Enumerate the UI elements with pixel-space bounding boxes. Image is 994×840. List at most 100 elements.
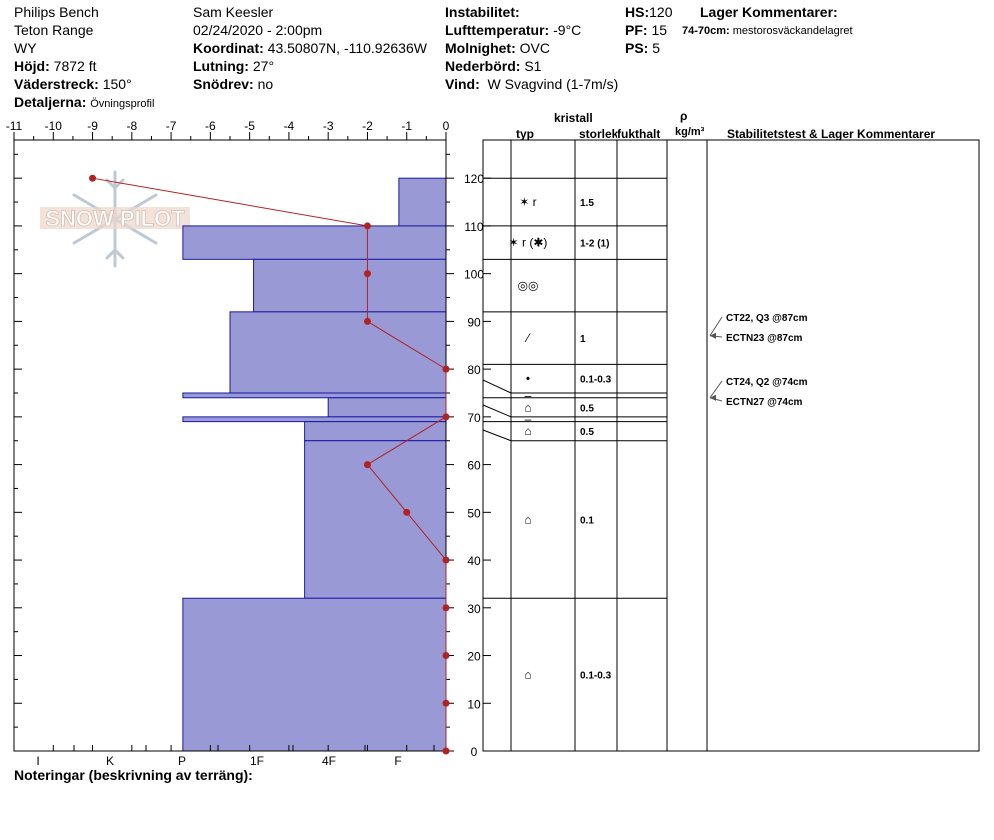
snowpilot-logo: SNOW PILOT [40,170,190,268]
layer-connector [482,429,512,442]
logo-text: SNOW PILOT [45,206,185,231]
layer-type: – [525,388,532,402]
coord-label: Koordinat: [193,40,264,56]
header-stability: Stabilitetstest & Lager Kommentarer [727,127,936,141]
layer-size: 0.1 [580,515,594,526]
elevation: Höjd: 7872 ft [14,58,96,74]
header-moisture: fukthalt [617,127,661,141]
table-frame [482,139,980,752]
range-name: Teton Range [14,22,94,38]
pf-label: PF: [625,22,648,38]
temp-point [363,270,371,278]
coord-value: 43.50807N, -110.92636W [267,40,427,56]
temperature-profile [89,174,450,755]
layer-type: – [525,412,532,426]
stability-arrow [709,316,723,336]
airtemp-label: Lufttemperatur: [445,22,550,38]
layer-size: 0.1-0.3 [580,375,612,386]
layer-type: ⌂ [524,424,531,438]
temp-point [89,174,97,182]
stability-arrow [709,380,723,399]
hardness-layer [182,225,447,260]
temp-tick-label: -5 [244,119,255,133]
instability-label: Instabilitet: [445,4,520,20]
wind: Vind: W Svagvind (1-7m/s) [445,76,618,92]
slope: Lutning: 27° [193,58,274,74]
observer: Sam Keesler [193,4,274,20]
drift-value: no [257,76,274,92]
elevation-value: 7872 ft [53,58,97,74]
aspect-value: 150° [102,76,132,92]
layer-comments-label: Lager Kommentarer: [700,4,838,20]
height-tick-label: 40 [467,554,481,568]
layer-size: 0.5 [580,427,594,438]
aspect-label: Väderstreck: [14,76,99,92]
arrow-head-icon [710,394,716,401]
precip-label: Nederbörd: [445,58,521,74]
layer-type: ◎◎ [518,279,539,293]
layer-type: ⌂ [524,668,531,682]
notes-label: Noteringar (beskrivning av terräng): [14,767,253,783]
temp-point [442,556,450,564]
slope-label: Lutning: [193,58,249,74]
layer-size: 1-2 (1) [580,239,609,250]
height-tick-label: 30 [467,602,481,616]
stability-test-label: CT24, Q2 @74cm [726,377,808,388]
air-temp: Lufttemperatur: -9°C [445,22,581,38]
layer-connector [482,379,512,394]
pf-value: 15 [651,22,668,38]
temp-point [403,508,411,516]
temp-point [442,652,450,660]
ps-label: PS: [625,40,649,56]
chart-axes: -11 -10 -9 -8 -7 -6 -5 -4 -3 -2 -1 0010203040506070… [6,119,485,768]
temp-tick-label: -1 [401,119,412,133]
temp-point [363,222,371,230]
temp-tick-label: -4 [284,119,295,133]
layer-comment: 74-70cm: mestorosväckandelagret [682,23,853,39]
hardness-layer [327,397,447,418]
temp-point [442,747,450,755]
ps: PS: 5 [625,40,660,56]
height-tick-label: 120 [464,172,484,186]
instability: Instabilitet: [445,4,520,20]
hardness-layer [182,392,447,399]
airtemp-value: -9°C [553,22,582,38]
hs: HS:120 [625,4,672,20]
header-crystal: kristall [554,111,593,125]
precip: Nederbörd: S1 [445,58,541,74]
temp-tick-label: -2 [362,119,373,133]
details-label: Detaljerna: [14,94,87,110]
coordinates: Koordinat: 43.50807N, -110.92636W [193,40,427,56]
height-tick-label: 20 [467,650,481,664]
datetime: 02/24/2020 - 2:00pm [193,22,323,38]
temp-point [363,461,371,469]
temp-point [363,317,371,325]
hardness-tick-label: P [178,754,186,768]
layer-connector [482,404,512,418]
height-tick-label: 10 [467,697,481,711]
height-tick-label: 100 [464,268,484,282]
height-tick-label: 50 [467,506,481,520]
hardness-tick-label: K [106,754,114,768]
temp-tick-label: -6 [205,119,216,133]
header-type: typ [516,127,534,141]
stability-test-label: ECTN27 @74cm [726,397,803,408]
temp-point [442,604,450,612]
temp-tick-label: -7 [166,119,177,133]
aspect: Väderstreck: 150° [14,76,132,92]
hardness-tick-label: 4F [322,754,336,768]
layer-size: 0.5 [580,403,594,414]
layer-type: ✶ r [519,195,536,209]
temp-tick-label: -10 [45,119,63,133]
wind-label: Vind: [445,76,480,92]
ps-value: 5 [652,40,661,56]
header-size: storlek [579,127,617,141]
layer-comment-range: 74-70cm: [682,25,730,37]
pf: PF: 15 [625,22,667,38]
details: Detaljerna: Övningsprofil [14,94,154,112]
logo-band [40,207,190,229]
layer-size: 0.1-0.3 [580,671,612,682]
hardness-layer [182,597,447,752]
hardness-layer [182,416,447,423]
